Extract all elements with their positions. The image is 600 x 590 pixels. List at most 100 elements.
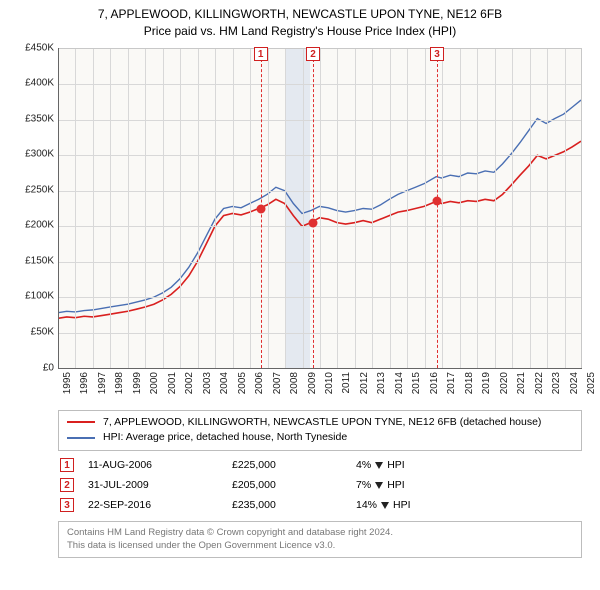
event-marker-badge: 3	[430, 47, 444, 61]
x-tick-label: 2006	[254, 372, 265, 394]
v-gridline	[495, 49, 496, 368]
legend-entry: HPI: Average price, detached house, Nort…	[67, 430, 573, 446]
x-tick-label: 2024	[569, 372, 580, 394]
x-tick-label: 2018	[464, 372, 475, 394]
legend: 7, APPLEWOOD, KILLINGWORTH, NEWCASTLE UP…	[58, 410, 582, 452]
event-row: 111-AUG-2006£225,0004% HPI	[58, 455, 582, 475]
v-gridline	[442, 49, 443, 368]
v-gridline	[233, 49, 234, 368]
v-gridline	[285, 49, 286, 368]
v-gridline	[320, 49, 321, 368]
v-gridline	[355, 49, 356, 368]
y-tick-label: £50K	[10, 327, 54, 338]
x-tick-label: 1996	[79, 372, 90, 394]
event-marker-dot	[256, 204, 265, 213]
v-gridline	[163, 49, 164, 368]
event-date: 11-AUG-2006	[88, 459, 218, 471]
event-delta: 4% HPI	[356, 459, 476, 471]
v-gridline	[477, 49, 478, 368]
x-tick-label: 2015	[411, 372, 422, 394]
event-price: £235,000	[232, 499, 342, 511]
v-gridline	[303, 49, 304, 368]
x-tick-label: 2019	[481, 372, 492, 394]
v-gridline	[547, 49, 548, 368]
x-tick-label: 2002	[184, 372, 195, 394]
x-tick-label: 1999	[132, 372, 143, 394]
event-marker-dot	[309, 218, 318, 227]
event-badge: 1	[60, 458, 74, 472]
x-tick-label: 2001	[167, 372, 178, 394]
legend-label: HPI: Average price, detached house, Nort…	[103, 430, 347, 446]
y-tick-label: £450K	[10, 42, 54, 53]
y-tick-label: £300K	[10, 149, 54, 160]
v-gridline	[268, 49, 269, 368]
v-gridline	[215, 49, 216, 368]
event-date: 31-JUL-2009	[88, 479, 218, 491]
event-marker-badge: 1	[254, 47, 268, 61]
v-gridline	[407, 49, 408, 368]
event-table: 111-AUG-2006£225,0004% HPI231-JUL-2009£2…	[58, 455, 582, 515]
y-tick-label: £150K	[10, 255, 54, 266]
x-tick-label: 2007	[272, 372, 283, 394]
y-tick-label: £200K	[10, 220, 54, 231]
arrow-down-icon	[381, 502, 389, 509]
x-tick-label: 2009	[307, 372, 318, 394]
v-gridline	[75, 49, 76, 368]
v-gridline	[110, 49, 111, 368]
legend-label: 7, APPLEWOOD, KILLINGWORTH, NEWCASTLE UP…	[103, 415, 541, 431]
x-tick-label: 2000	[149, 372, 160, 394]
x-tick-label: 2021	[516, 372, 527, 394]
v-gridline	[198, 49, 199, 368]
y-tick-label: £0	[10, 362, 54, 373]
footer-line-2: This data is licensed under the Open Gov…	[67, 539, 573, 552]
x-tick-label: 2004	[219, 372, 230, 394]
x-tick-label: 2016	[429, 372, 440, 394]
chart-area: 123 £0£50K£100K£150K£200K£250K£300K£350K…	[10, 44, 590, 404]
v-gridline	[565, 49, 566, 368]
x-tick-label: 1998	[114, 372, 125, 394]
chart-container: 7, APPLEWOOD, KILLINGWORTH, NEWCASTLE UP…	[0, 0, 600, 564]
y-tick-label: £350K	[10, 113, 54, 124]
x-tick-label: 2020	[499, 372, 510, 394]
v-gridline	[530, 49, 531, 368]
v-gridline	[460, 49, 461, 368]
y-tick-label: £250K	[10, 184, 54, 195]
arrow-down-icon	[375, 462, 383, 469]
x-tick-label: 2023	[551, 372, 562, 394]
v-gridline	[390, 49, 391, 368]
x-tick-label: 1997	[97, 372, 108, 394]
v-gridline	[180, 49, 181, 368]
y-axis	[58, 48, 59, 368]
v-gridline	[372, 49, 373, 368]
x-tick-label: 2013	[376, 372, 387, 394]
x-tick-label: 2003	[202, 372, 213, 394]
x-tick-label: 2012	[359, 372, 370, 394]
x-tick-label: 2010	[324, 372, 335, 394]
title-line-1: 7, APPLEWOOD, KILLINGWORTH, NEWCASTLE UP…	[10, 6, 590, 23]
event-marker-dot	[433, 197, 442, 206]
x-tick-label: 2005	[237, 372, 248, 394]
x-tick-label: 2014	[394, 372, 405, 394]
footer-line-1: Contains HM Land Registry data © Crown c…	[67, 526, 573, 539]
x-tick-label: 1995	[62, 372, 73, 394]
v-gridline	[128, 49, 129, 368]
arrow-down-icon	[375, 482, 383, 489]
event-row: 231-JUL-2009£205,0007% HPI	[58, 475, 582, 495]
event-badge: 3	[60, 498, 74, 512]
y-tick-label: £100K	[10, 291, 54, 302]
x-tick-label: 2025	[586, 372, 597, 394]
title-line-2: Price paid vs. HM Land Registry's House …	[10, 23, 590, 40]
legend-swatch	[67, 421, 95, 423]
x-tick-label: 2008	[289, 372, 300, 394]
v-gridline	[337, 49, 338, 368]
event-delta: 14% HPI	[356, 499, 476, 511]
y-tick-label: £400K	[10, 78, 54, 89]
v-gridline	[250, 49, 251, 368]
event-marker-line	[437, 49, 438, 368]
v-gridline	[512, 49, 513, 368]
title-block: 7, APPLEWOOD, KILLINGWORTH, NEWCASTLE UP…	[10, 6, 590, 40]
event-price: £205,000	[232, 479, 342, 491]
attribution-footer: Contains HM Land Registry data © Crown c…	[58, 521, 582, 558]
x-tick-label: 2011	[341, 372, 352, 394]
x-tick-label: 2022	[534, 372, 545, 394]
